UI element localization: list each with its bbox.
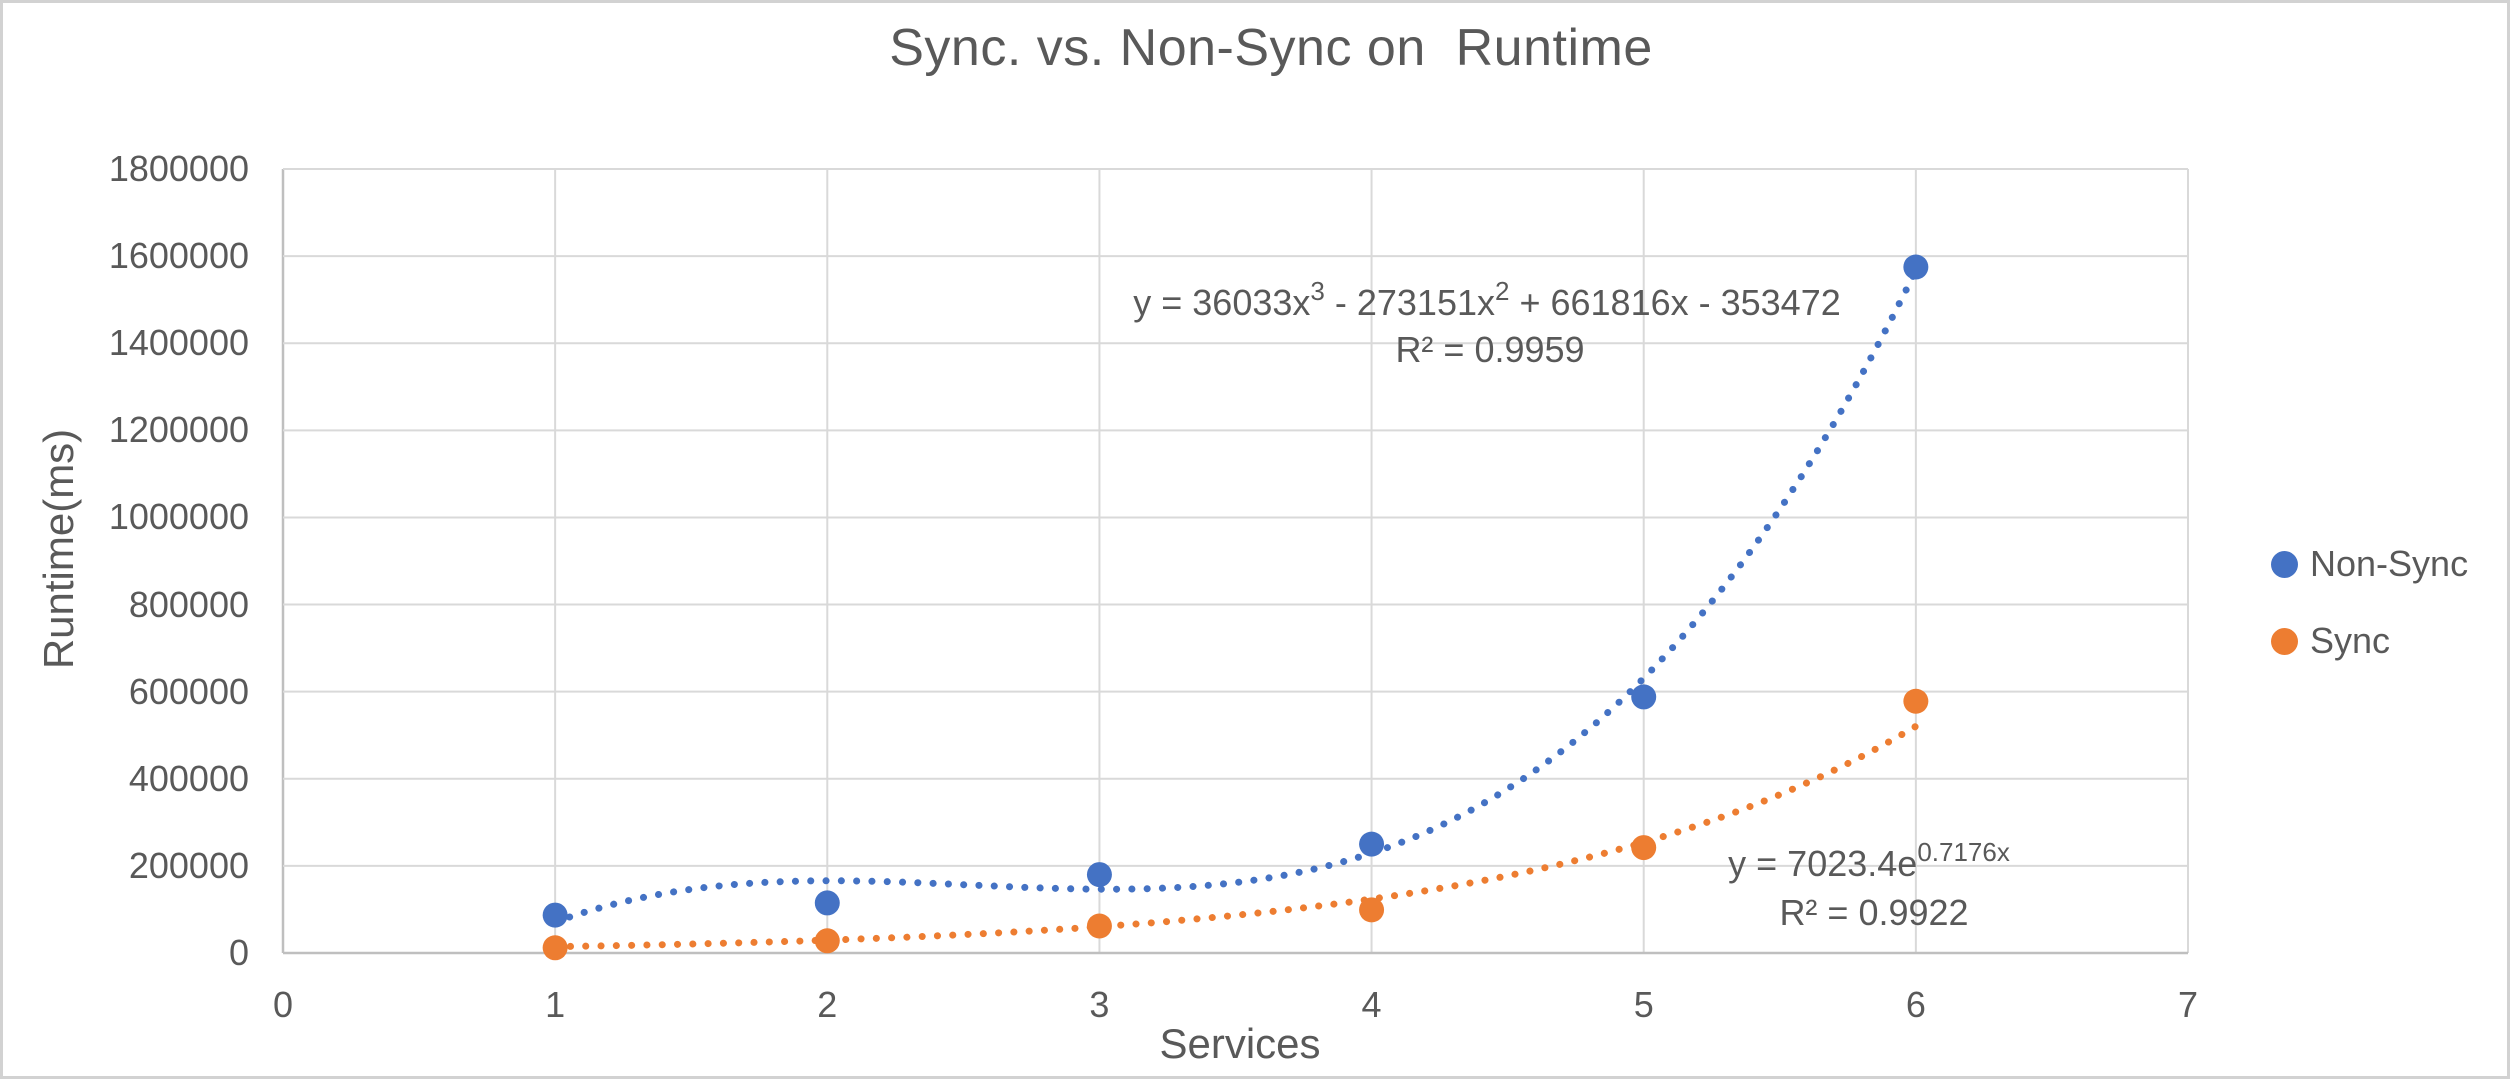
y-tick-label: 200000 — [128, 844, 249, 886]
legend-label-sync: Sync — [2310, 620, 2391, 661]
y-tick-label: 0 — [228, 932, 249, 973]
data-point-sync[interactable] — [1086, 913, 1112, 939]
plot-area[interactable] — [3, 3, 2510, 1082]
y-tick-label: 400000 — [128, 757, 249, 799]
equation-superscript: 0.7176x — [1917, 837, 2010, 867]
equation-superscript: 3 — [1310, 276, 1325, 306]
equation-text-part: + 661816x - 353472 — [1509, 282, 1841, 323]
sync-trendline-equation[interactable]: y = 7023.4e0.7176x — [1728, 837, 2010, 885]
legend-marker-non-sync-icon — [2271, 550, 2298, 578]
x-tick-label: 2 — [817, 984, 838, 1025]
x-tick-label: 1 — [545, 984, 566, 1025]
equation-text-part: - 273151x — [1324, 282, 1495, 323]
y-tick-label: 1600000 — [108, 235, 249, 277]
y-tick-label: 1800000 — [108, 148, 249, 189]
trendline-sync[interactable] — [551, 722, 1920, 951]
legend-item-sync[interactable]: Sync — [2271, 620, 2390, 662]
data-point-sync[interactable] — [814, 928, 840, 954]
data-point-sync[interactable] — [1631, 835, 1657, 861]
non-sync-trendline-equation[interactable]: y = 36033x3 - 273151x2 + 661816x - 35347… — [1133, 276, 1840, 324]
data-point-non-sync[interactable] — [1903, 254, 1929, 280]
y-tick-label: 1400000 — [108, 322, 249, 364]
data-point-non-sync[interactable] — [814, 890, 840, 916]
data-point-non-sync[interactable] — [542, 902, 568, 928]
x-tick-label: 0 — [272, 984, 294, 1025]
y-tick-label: 600000 — [128, 670, 249, 712]
y-tick-label: 1200000 — [108, 409, 249, 451]
data-point-non-sync[interactable] — [1086, 862, 1112, 888]
data-point-non-sync[interactable] — [1359, 831, 1385, 857]
trendline-non-sync[interactable] — [551, 266, 1920, 926]
data-point-sync[interactable] — [1359, 897, 1385, 923]
chart-title[interactable]: Sync. vs. Non-Sync on Runtime — [889, 19, 1653, 77]
sync-trendline-r2[interactable]: R² = 0.9922 — [1779, 892, 1969, 933]
equation-superscript: 2 — [1494, 276, 1510, 306]
equation-text-part: y = 36033x — [1133, 282, 1311, 323]
non-sync-trendline-r2[interactable]: R² = 0.9959 — [1395, 329, 1585, 370]
x-tick-label: 4 — [1361, 984, 1382, 1025]
data-point-sync[interactable] — [542, 935, 568, 961]
x-tick-label: 5 — [1633, 984, 1654, 1025]
x-tick-label: 6 — [1905, 984, 1926, 1025]
y-axis-title[interactable]: Runtime(ms) — [35, 428, 82, 670]
y-tick-label: 1000000 — [108, 496, 249, 538]
data-point-non-sync[interactable] — [1631, 684, 1657, 710]
legend-label-non-sync: Non-Sync — [2310, 543, 2469, 584]
legend-item-non-sync[interactable]: Non-Sync — [2271, 543, 2468, 585]
y-tick-label: 800000 — [128, 583, 249, 625]
legend-marker-sync-icon — [2271, 627, 2298, 655]
x-tick-label: 3 — [1089, 984, 1110, 1025]
equation-text-part: y = 7023.4e — [1728, 843, 1918, 884]
data-point-sync[interactable] — [1903, 688, 1929, 714]
x-axis-title[interactable]: Services — [1159, 1020, 1321, 1067]
x-tick-label: 7 — [2177, 984, 2199, 1025]
